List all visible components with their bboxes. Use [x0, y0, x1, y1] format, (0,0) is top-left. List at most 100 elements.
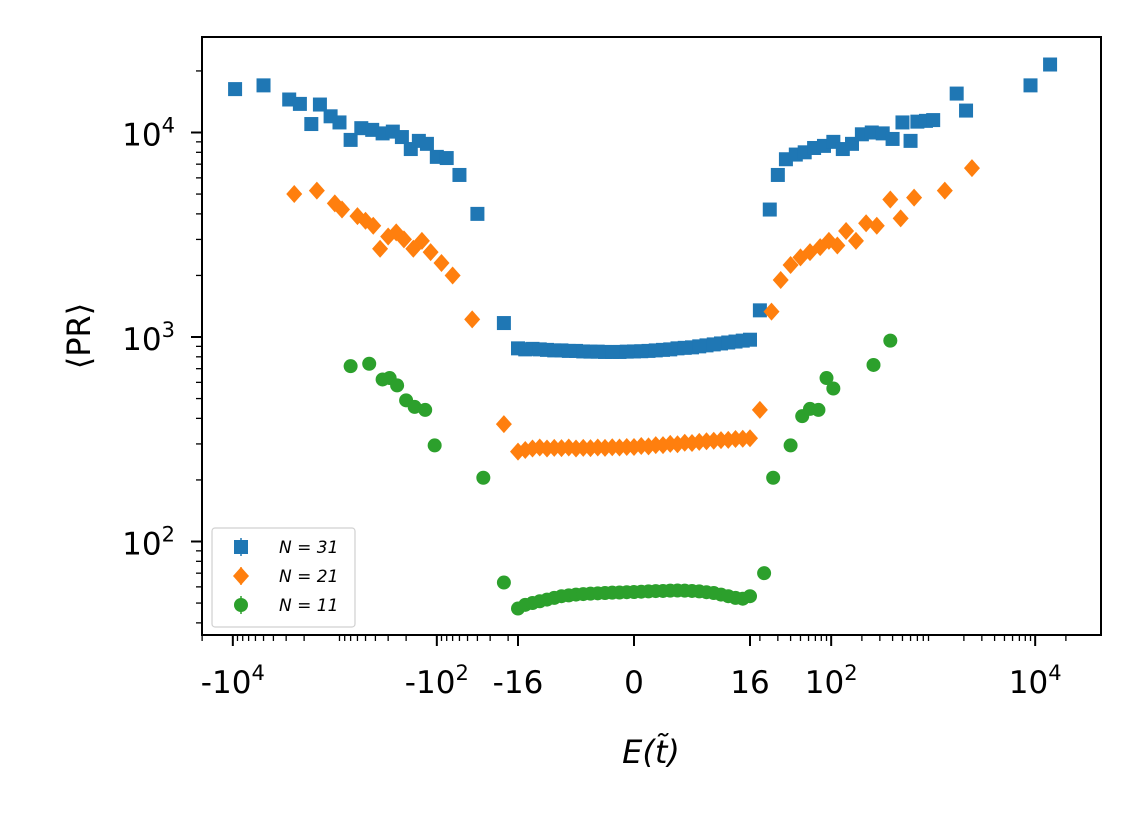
legend-label: N = 11 — [279, 596, 338, 616]
data-point — [1023, 78, 1038, 93]
data-point — [751, 400, 768, 419]
series-square — [228, 57, 1058, 359]
y-axis-label: ⟨PR⟩ — [60, 303, 98, 370]
data-point — [770, 167, 785, 182]
data-point — [439, 151, 454, 166]
y-tick-labels: 102 103 104 — [122, 114, 175, 563]
data-point — [959, 103, 974, 118]
x-tick-label: 104 — [1009, 661, 1062, 701]
data-point — [903, 133, 918, 148]
x-tick-label: -104 — [201, 661, 265, 701]
data-point — [752, 303, 767, 318]
series-diamond — [286, 159, 980, 461]
data-point — [282, 92, 297, 107]
data-point — [949, 86, 964, 101]
data-point — [838, 221, 855, 240]
data-point — [419, 136, 434, 151]
legend-label: N = 31 — [279, 538, 338, 558]
legend-marker — [233, 567, 249, 585]
legend: N = 31 N = 21 N = 11 — [211, 527, 356, 628]
data-point — [495, 415, 512, 434]
data-point — [782, 255, 799, 274]
data-point — [362, 356, 377, 371]
data-point — [868, 216, 885, 235]
data-point — [858, 214, 875, 233]
x-tick-label: 102 — [805, 661, 858, 701]
data-point — [772, 270, 789, 289]
data-point — [304, 117, 319, 132]
data-point — [819, 371, 834, 386]
data-point — [763, 302, 780, 321]
data-point — [757, 566, 772, 581]
data-point — [963, 159, 980, 178]
data-point — [476, 470, 491, 485]
data-point — [334, 200, 351, 219]
y-tick-label: 103 — [122, 318, 175, 358]
data-point — [354, 121, 369, 136]
y-tick-label: 104 — [122, 114, 175, 154]
data-point — [292, 96, 307, 111]
data-point — [866, 357, 881, 372]
data-point — [762, 202, 777, 217]
data-point — [308, 181, 325, 200]
data-point — [826, 381, 841, 396]
data-point — [413, 231, 430, 250]
data-point — [742, 429, 758, 448]
data-point — [1043, 57, 1058, 72]
data-point — [783, 438, 798, 453]
data-point — [372, 239, 389, 258]
legend-marker — [234, 598, 248, 612]
data-point — [906, 188, 923, 207]
data-point — [256, 78, 271, 93]
data-point — [926, 113, 941, 128]
series-layer — [228, 57, 1058, 616]
data-point — [228, 82, 243, 97]
data-point — [343, 132, 358, 147]
data-point — [847, 231, 864, 250]
data-point — [343, 359, 358, 374]
data-point — [395, 230, 412, 249]
data-point — [452, 167, 467, 182]
x-tick-label: 0 — [624, 665, 644, 701]
data-point — [312, 97, 327, 112]
series-circle — [343, 333, 898, 616]
data-point — [766, 470, 781, 485]
data-point — [444, 266, 461, 285]
data-point — [365, 216, 382, 235]
data-point — [422, 243, 439, 262]
data-point — [829, 236, 846, 255]
data-point — [743, 589, 757, 604]
data-point — [433, 254, 450, 273]
x-axis-label: E(t̃) — [622, 733, 680, 771]
data-point — [885, 131, 900, 146]
data-point — [470, 206, 485, 221]
data-point — [418, 402, 433, 417]
y-tick-label: 102 — [122, 523, 175, 563]
legend-label: N = 21 — [279, 567, 338, 587]
x-tick-label: -16 — [493, 665, 544, 701]
data-point — [390, 378, 405, 393]
data-point — [427, 438, 442, 453]
plot-frame — [201, 36, 1102, 636]
data-point — [496, 575, 511, 590]
data-point — [407, 399, 422, 414]
data-point — [811, 402, 826, 417]
data-point — [394, 130, 409, 145]
data-point — [332, 115, 347, 130]
legend-marker — [234, 540, 248, 554]
x-tick-label: 16 — [730, 665, 769, 701]
data-point — [864, 125, 879, 140]
data-point — [892, 209, 909, 228]
data-point — [464, 310, 481, 329]
data-point — [496, 316, 511, 331]
major-ticks — [191, 131, 1037, 646]
data-point — [286, 185, 303, 204]
x-tick-labels: -104 -102 -16 0 16 102 104 — [201, 661, 1062, 701]
data-point — [882, 190, 899, 209]
data-point — [895, 115, 910, 130]
data-point — [743, 332, 757, 347]
data-point — [883, 333, 898, 348]
x-tick-label: -102 — [405, 661, 469, 701]
